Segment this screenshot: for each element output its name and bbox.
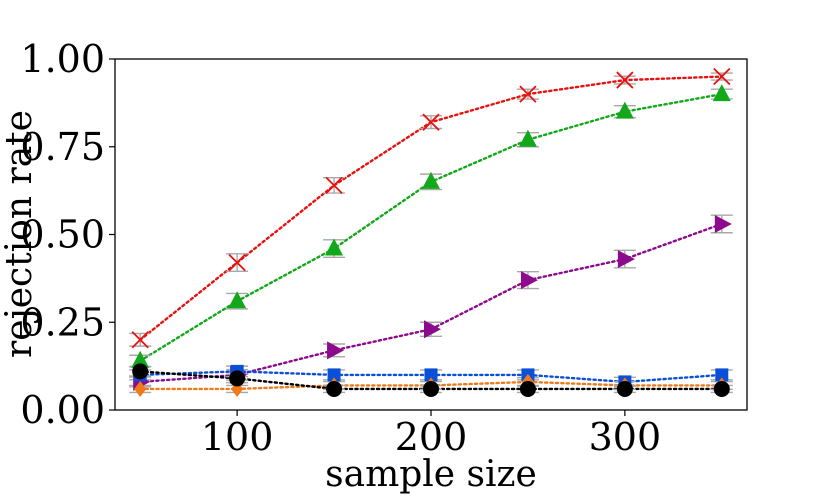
x-tick-label: 100 (201, 415, 274, 459)
blue-square-point (715, 368, 729, 382)
orange-diamond-point (134, 380, 147, 397)
x-axis-label: sample size (325, 454, 537, 495)
green-triangle-point (615, 101, 634, 119)
black-circle-point (616, 380, 633, 397)
red-x-point (616, 71, 634, 89)
purple-triangle-right-line (139, 222, 723, 384)
purple-triangle-right-point (520, 271, 538, 290)
x-stroke (131, 331, 149, 349)
blue-square-point (424, 368, 438, 382)
x-stroke (519, 85, 537, 103)
green-triangle-point (131, 350, 150, 368)
y-tick-label: 0.75 (20, 125, 105, 169)
red-x-point (713, 67, 731, 86)
red-x-point (325, 176, 343, 194)
green-triangle-point (228, 291, 247, 309)
purple-triangle-right-point (424, 320, 441, 339)
x-tick-label: 200 (395, 415, 468, 459)
green-triangle-point (712, 84, 731, 102)
x-stroke (228, 253, 246, 272)
green-triangle-point (325, 238, 344, 256)
black-circle-point (713, 380, 730, 397)
x-stroke (616, 71, 634, 89)
x-stroke (325, 176, 343, 194)
green-triangle-line (139, 92, 723, 363)
x-stroke (713, 67, 731, 86)
plot-frame (114, 58, 748, 411)
y-tick-label: 0.50 (20, 213, 105, 257)
black-circle-point (326, 380, 343, 397)
x-stroke (422, 113, 440, 131)
axes: 100 200 300 0.00 0.25 0.50 0.75 1.00 (20, 37, 661, 459)
y-tick-label: 1.00 (20, 37, 105, 81)
red-x-point (422, 113, 440, 131)
purple-triangle-right-point (327, 341, 345, 360)
plot-content (129, 67, 733, 397)
purple-triangle-right-point (714, 214, 732, 233)
red-x-point (228, 253, 246, 272)
y-tick-label: 0.00 (20, 388, 105, 432)
green-triangle-point (422, 171, 440, 189)
green-triangle-point (518, 129, 537, 147)
purple-triangle-right-point (617, 250, 635, 269)
red-x-point (519, 85, 537, 103)
y-tick-label: 0.25 (20, 300, 105, 344)
blue-square-point (327, 368, 341, 382)
black-circle-point (423, 380, 439, 397)
y-axis-label: rejection rate (0, 110, 40, 358)
black-circle-point (229, 370, 246, 387)
x-tick-label: 300 (589, 415, 662, 459)
black-circle-point (132, 363, 149, 380)
red-x-point (131, 331, 149, 349)
black-circle-point (519, 380, 536, 397)
